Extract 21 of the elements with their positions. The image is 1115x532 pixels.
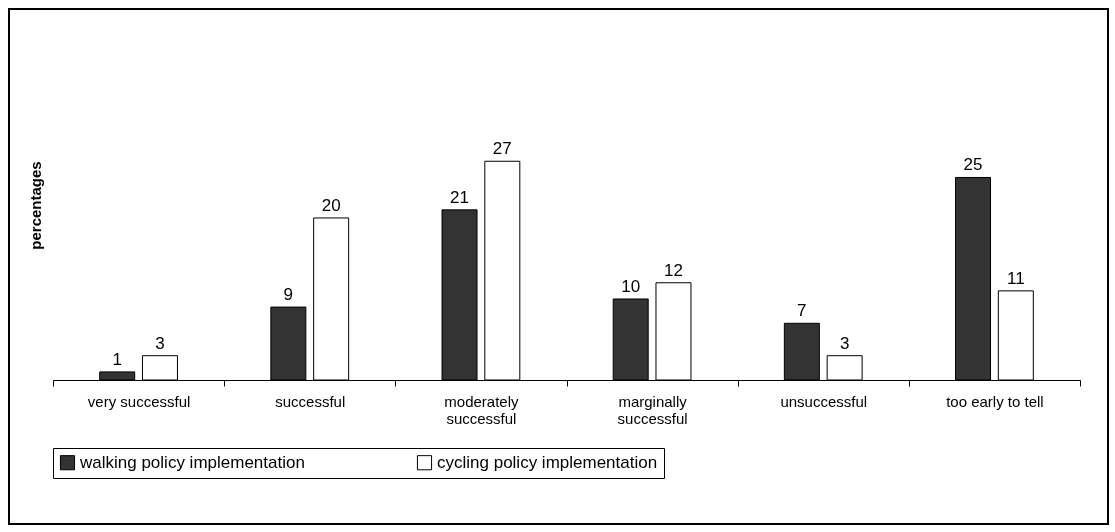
data-label: 7 — [797, 301, 807, 321]
x-tick-label: moderately successful — [444, 392, 520, 427]
x-tick-label: successful — [275, 392, 346, 410]
legend-label: cycling policy implementation — [437, 452, 658, 472]
data-label: 21 — [450, 187, 469, 207]
data-label: 11 — [1006, 268, 1025, 288]
legend-label: walking policy implementation — [79, 452, 305, 472]
data-label: 9 — [283, 285, 294, 305]
y-axis-title: percentages — [26, 161, 44, 250]
data-label: 3 — [155, 333, 165, 353]
data-label: 1 — [112, 349, 122, 369]
data-label: 25 — [963, 155, 983, 175]
data-label: 3 — [839, 333, 850, 353]
x-tick-label: unsuccessful — [780, 392, 868, 410]
x-tick-label: very successful — [87, 392, 191, 410]
data-label: 20 — [321, 195, 341, 215]
x-tick-label: marginally successful — [617, 392, 688, 427]
data-label: 27 — [492, 139, 512, 159]
data-label: 12 — [664, 260, 683, 280]
data-label: 10 — [621, 276, 641, 296]
x-tick-label: too early to tell — [946, 392, 1044, 410]
